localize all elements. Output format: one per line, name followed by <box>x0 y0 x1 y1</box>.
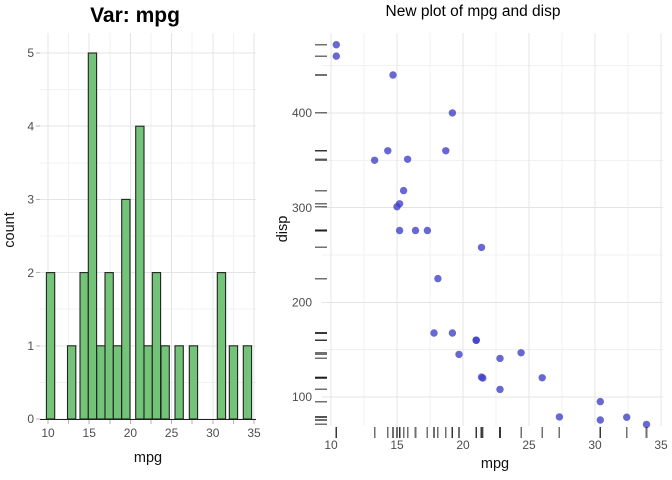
data-point <box>393 203 401 211</box>
x-tick-label: 20 <box>456 438 470 452</box>
x-tick-label: 15 <box>83 426 97 440</box>
scatter-canvas: 10 15 20 25 30 35 100 200 300 400 New plot of mpg… <box>275 3 668 472</box>
y-tick-label: 1 <box>27 339 34 353</box>
data-point <box>472 336 480 344</box>
data-point <box>448 109 457 117</box>
y-tick-label: 5 <box>27 46 34 60</box>
histogram-bar <box>104 272 114 420</box>
histogram-axes <box>36 52 256 424</box>
y-tick-label: 4 <box>27 119 34 133</box>
histogram-bar <box>96 345 106 420</box>
data-point <box>384 147 392 155</box>
data-point <box>555 413 564 421</box>
histogram-bar <box>242 345 253 420</box>
x-tick-label: 10 <box>41 426 55 440</box>
data-point <box>477 373 486 381</box>
data-point <box>332 52 340 60</box>
data-point <box>332 41 340 49</box>
data-point <box>448 329 457 337</box>
data-point <box>477 243 486 252</box>
histogram-bar <box>87 52 98 420</box>
scatter-tick-labels: 10 15 20 25 30 35 100 200 300 400 <box>292 106 668 452</box>
x-tick-label: 25 <box>522 438 536 452</box>
x-tick-label: 35 <box>247 426 261 440</box>
histogram-x-axis-title: mpg <box>134 450 162 466</box>
x-tick-label: 10 <box>324 438 338 452</box>
data-point <box>596 397 604 406</box>
data-point <box>411 226 420 235</box>
data-point <box>430 329 438 337</box>
x-tick-label: 30 <box>206 426 220 440</box>
histogram-bar <box>112 345 123 420</box>
histogram-bar <box>66 345 77 420</box>
histogram-bar <box>143 345 153 420</box>
histogram-plot: 10 15 20 25 30 35 0 1 2 3 4 5 Var: mpg mpg count <box>0 0 262 480</box>
x-tick-label: 15 <box>390 438 404 452</box>
x-tick-label: 25 <box>165 426 179 440</box>
scatter-x-axis-title: mpg <box>481 456 509 472</box>
histogram-y-axis-title: count <box>2 212 18 247</box>
data-point <box>496 385 504 394</box>
y-tick-label: 100 <box>292 390 312 404</box>
scatter-points <box>332 41 651 429</box>
data-point <box>455 350 463 359</box>
histogram-bar <box>216 272 227 420</box>
y-tick-label: 200 <box>292 296 312 310</box>
scatter-title: New plot of mpg and disp <box>386 3 561 20</box>
x-tick-label: 20 <box>124 426 138 440</box>
histogram-bar <box>174 345 184 420</box>
data-point <box>370 156 379 164</box>
histogram-bar <box>160 345 170 420</box>
histogram-bar <box>45 272 56 420</box>
y-tick-label: 2 <box>27 266 34 280</box>
data-point <box>642 420 651 429</box>
scatter-y-axis-title: disp <box>275 216 291 243</box>
histogram-tick-labels: 10 15 20 25 30 35 0 1 2 3 4 5 <box>27 46 261 440</box>
data-point <box>596 416 604 424</box>
data-point <box>442 147 450 155</box>
histogram-bar <box>188 345 199 420</box>
data-point <box>423 226 432 235</box>
histogram-canvas: 10 15 20 25 30 35 0 1 2 3 4 5 Var: mpg mpg count <box>2 4 261 466</box>
y-tick-label: 3 <box>27 193 34 207</box>
data-point <box>389 71 397 79</box>
histogram-bar <box>121 198 131 420</box>
scatter-plot: 10 15 20 25 30 35 100 200 300 400 New plot of mpg… <box>262 0 672 480</box>
x-tick-label: 30 <box>588 438 602 452</box>
scatter-rug-marks <box>315 43 648 438</box>
data-point <box>538 374 546 382</box>
data-point <box>517 349 525 357</box>
data-point <box>434 274 442 283</box>
data-point <box>399 186 408 195</box>
y-tick-label: 300 <box>292 201 312 215</box>
data-point <box>395 226 404 235</box>
y-tick-label: 0 <box>27 412 34 426</box>
x-tick-label: 35 <box>654 438 668 452</box>
histogram-bar <box>151 272 162 420</box>
scatter-gridlines <box>322 33 663 426</box>
data-point <box>623 413 631 421</box>
data-point <box>496 354 504 363</box>
y-tick-label: 400 <box>292 106 312 120</box>
histogram-bar <box>79 272 89 420</box>
data-point <box>403 155 412 163</box>
histogram-title: Var: mpg <box>90 4 180 27</box>
histogram-bar <box>135 125 145 420</box>
histogram-bars <box>45 52 253 420</box>
histogram-bar <box>228 345 239 420</box>
